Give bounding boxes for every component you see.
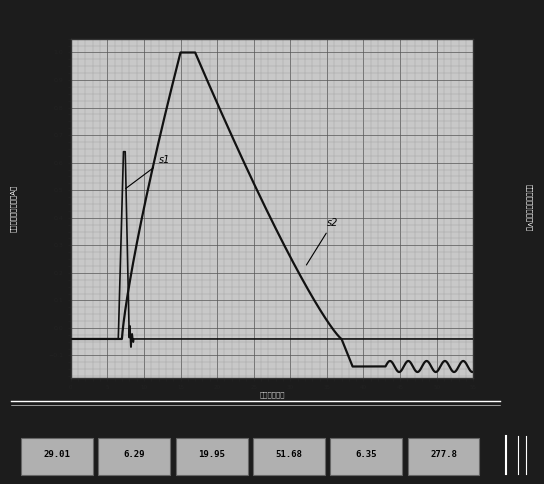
Text: 6.29: 6.29 [123,451,145,459]
Text: 277.8: 277.8 [430,451,457,459]
FancyBboxPatch shape [21,438,93,475]
Text: 19.95: 19.95 [198,451,225,459]
FancyBboxPatch shape [176,438,248,475]
FancyBboxPatch shape [98,438,170,475]
FancyBboxPatch shape [330,438,402,475]
Text: s2: s2 [306,218,338,265]
Text: 29.01: 29.01 [44,451,71,459]
FancyBboxPatch shape [253,438,325,475]
Text: 6.35: 6.35 [355,451,377,459]
Text: s1: s1 [126,155,170,189]
Text: 51.68: 51.68 [275,451,302,459]
X-axis label: 时间（单位）: 时间（单位） [259,392,285,398]
Text: 电流制动量（单位：A）: 电流制动量（单位：A） [10,184,17,232]
FancyBboxPatch shape [407,438,479,475]
Text: 电压制动量（单位：V）: 电压制动量（单位：V） [526,184,532,232]
